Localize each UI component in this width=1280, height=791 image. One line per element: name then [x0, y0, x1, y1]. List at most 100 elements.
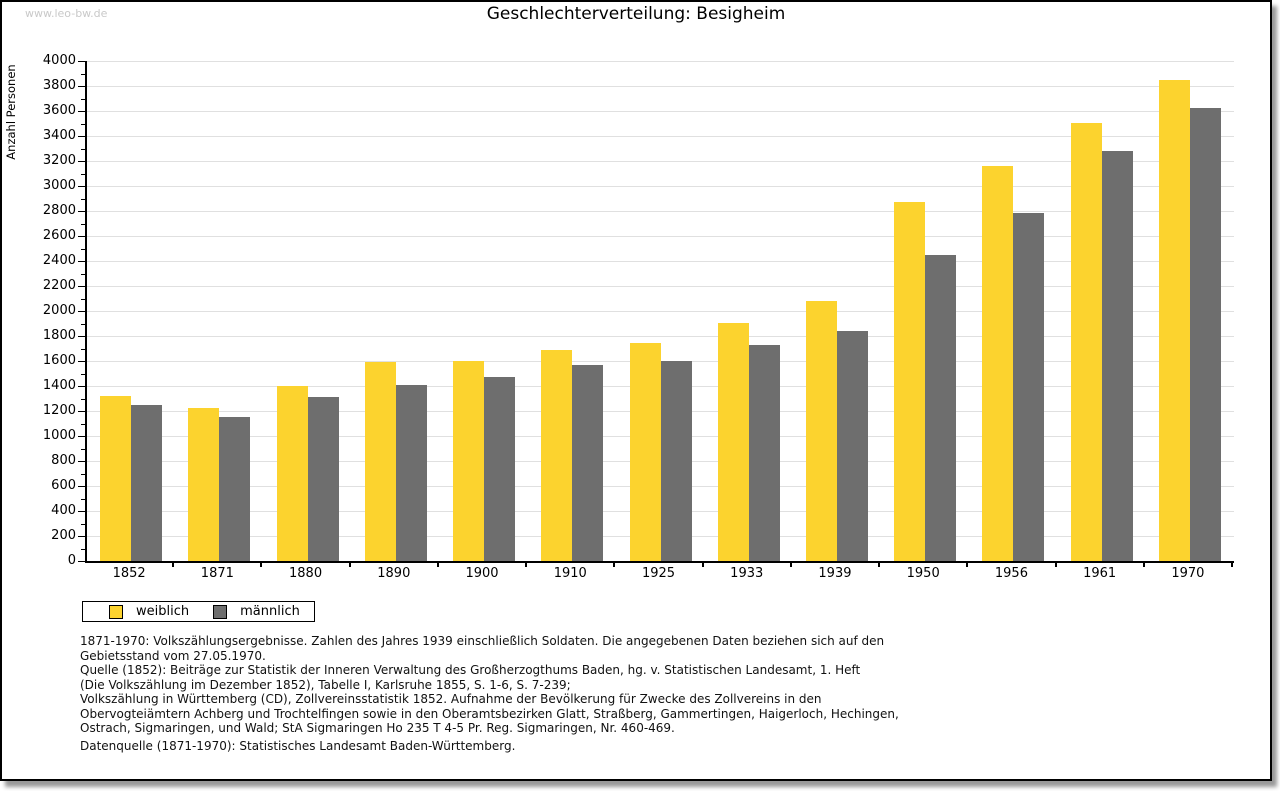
- y-tick-label: 200: [51, 528, 76, 543]
- y-minor-tick: [81, 498, 85, 500]
- bar-weiblich-1890: [364, 362, 396, 561]
- y-major-tick: [78, 511, 85, 512]
- x-tick: [525, 563, 528, 567]
- bar-weiblich-1871: [188, 408, 220, 561]
- legend-label: weiblich: [136, 604, 190, 619]
- y-major-tick: [78, 136, 85, 137]
- x-tick: [1054, 563, 1057, 567]
- y-minor-tick: [81, 523, 85, 525]
- footnote-line: (Die Volkszählung im Dezember 1852), Tab…: [80, 677, 571, 692]
- weiblich-swatch-icon: [109, 604, 123, 619]
- bar-weiblich-1961: [1070, 123, 1102, 561]
- y-minor-tick: [81, 73, 85, 75]
- y-minor-tick: [81, 98, 85, 100]
- y-minor-tick: [81, 548, 85, 550]
- x-label-1900: 1900: [465, 566, 499, 581]
- footnote-line: Volkszählung in Württemberg (CD), Zollve…: [80, 692, 822, 706]
- y-tick-label: 800: [51, 453, 76, 468]
- legend-box: weiblich männlich: [82, 601, 315, 622]
- y-minor-tick: [81, 223, 85, 225]
- y-tick-label: 1600: [42, 353, 76, 368]
- gridline: [87, 236, 1234, 237]
- bar-maennlich-1956: [1013, 213, 1045, 561]
- y-minor-tick: [81, 123, 85, 125]
- y-tick-label: 2000: [42, 303, 76, 318]
- x-tick: [966, 563, 969, 567]
- plot-area: [85, 61, 1234, 563]
- footnote-line: Obervogteiämtern Achberg und Trochtelfin…: [80, 706, 899, 721]
- bar-maennlich-1880: [307, 397, 339, 561]
- x-label-1939: 1939: [818, 566, 852, 581]
- watermark-leo-bw: www.leo-bw.de: [25, 7, 108, 20]
- chart-title: Geschlechterverteilung: Besigheim: [486, 4, 786, 24]
- bar-maennlich-1910: [572, 365, 604, 561]
- y-tick-label: 4000: [42, 53, 76, 68]
- y-tick-label: 0: [67, 553, 76, 568]
- legend-item-weiblich: weiblich: [109, 604, 189, 619]
- y-major-tick: [78, 411, 85, 412]
- x-tick: [878, 563, 881, 567]
- footnotes: 1871-1970: Volkszählungsergebnisse. Zahl…: [80, 634, 1210, 736]
- y-major-tick: [78, 561, 85, 562]
- bar-maennlich-1970: [1189, 108, 1221, 561]
- bar-weiblich-1939: [805, 301, 837, 561]
- x-tick: [348, 563, 351, 567]
- footnote-line: Ostrach, Sigmaringen, und Wald; StA Sigm…: [80, 721, 675, 735]
- gridline: [87, 186, 1234, 187]
- datasource-note: Datenquelle (1871-1970): Statistisches L…: [80, 739, 516, 753]
- y-major-tick: [78, 211, 85, 212]
- x-tick: [260, 563, 263, 567]
- y-tick-label: 3800: [42, 78, 76, 93]
- bar-weiblich-1910: [541, 350, 573, 561]
- y-major-tick: [78, 361, 85, 362]
- y-tick-label: 3000: [42, 178, 76, 193]
- gridline: [87, 86, 1234, 87]
- y-tick-label: 1400: [42, 378, 76, 393]
- y-major-tick: [78, 286, 85, 287]
- y-tick-label: 2600: [42, 228, 76, 243]
- bar-maennlich-1961: [1101, 151, 1133, 561]
- bar-weiblich-1880: [276, 386, 308, 561]
- y-tick-label: 3200: [42, 153, 76, 168]
- y-major-tick: [78, 461, 85, 462]
- y-major-tick: [78, 111, 85, 112]
- bar-weiblich-1933: [717, 323, 749, 561]
- x-tick: [1142, 563, 1145, 567]
- x-tick: [172, 563, 175, 567]
- y-minor-tick: [81, 148, 85, 150]
- legend-label: männlich: [240, 604, 300, 619]
- x-label-1956: 1956: [994, 566, 1028, 581]
- gridline: [87, 111, 1234, 112]
- legend-item-maennlich: männlich: [213, 604, 300, 619]
- bar-maennlich-1950: [925, 255, 957, 561]
- y-major-tick: [78, 336, 85, 337]
- y-major-tick: [78, 236, 85, 237]
- x-label-1910: 1910: [553, 566, 587, 581]
- bar-maennlich-1852: [131, 405, 163, 561]
- y-major-tick: [78, 86, 85, 87]
- x-tick: [789, 563, 792, 567]
- y-minor-tick: [81, 448, 85, 450]
- y-minor-tick: [81, 473, 85, 475]
- y-minor-tick: [81, 423, 85, 425]
- bar-weiblich-1970: [1158, 80, 1190, 561]
- gridline: [87, 336, 1234, 337]
- gridline: [87, 136, 1234, 137]
- y-major-tick: [78, 61, 85, 62]
- y-major-tick: [78, 386, 85, 387]
- x-tick: [701, 563, 704, 567]
- y-minor-tick: [81, 273, 85, 275]
- y-tick-label: 1800: [42, 328, 76, 343]
- bar-weiblich-1900: [453, 361, 485, 561]
- y-axis-label: Anzahl Personen: [4, 64, 18, 160]
- y-tick-label: 2200: [42, 278, 76, 293]
- gridline: [87, 286, 1234, 287]
- y-minor-tick: [81, 248, 85, 250]
- footnote-line: Gebietsstand vom 27.05.1970.: [80, 648, 266, 663]
- x-label-1871: 1871: [200, 566, 234, 581]
- bar-weiblich-1925: [629, 343, 661, 561]
- x-label-1925: 1925: [641, 566, 676, 581]
- y-tick-label: 1200: [42, 403, 76, 418]
- x-label-1880: 1880: [289, 566, 323, 581]
- x-label-1961: 1961: [1083, 566, 1117, 581]
